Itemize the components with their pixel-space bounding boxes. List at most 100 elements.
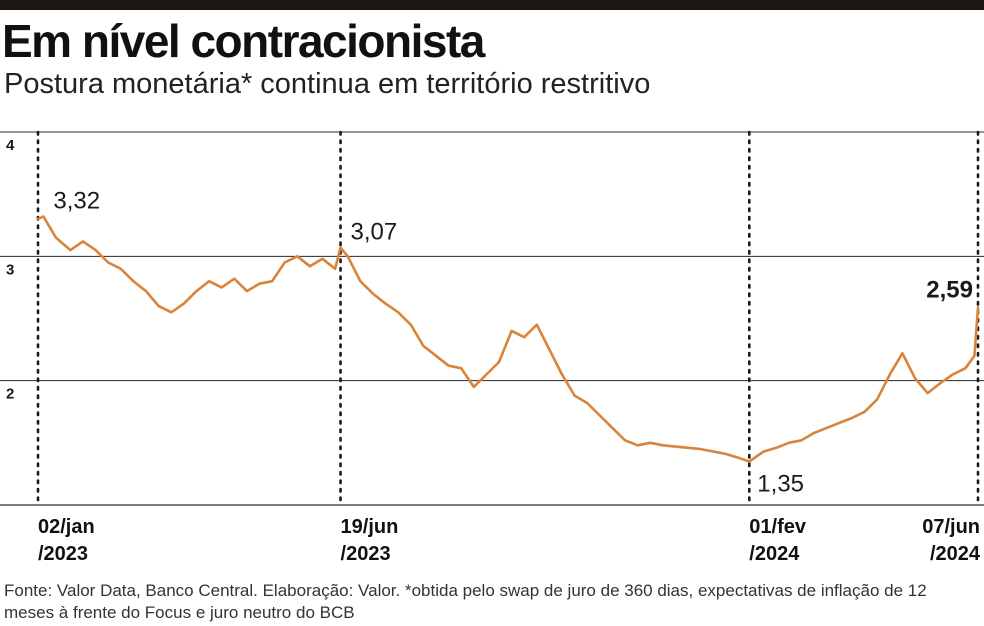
data-point bbox=[460, 367, 463, 370]
data-point bbox=[422, 344, 425, 347]
data-point bbox=[573, 394, 576, 397]
data-point bbox=[94, 249, 97, 252]
data-point bbox=[951, 373, 954, 376]
data-point bbox=[409, 323, 412, 326]
data-point bbox=[977, 306, 979, 309]
data-point bbox=[737, 456, 740, 459]
data-point bbox=[182, 302, 185, 305]
data-point bbox=[245, 290, 248, 293]
grid-layer: 4 3 2 bbox=[0, 131, 984, 506]
data-point bbox=[435, 354, 437, 357]
data-point bbox=[788, 441, 790, 444]
data-point bbox=[195, 290, 198, 293]
data-point bbox=[258, 282, 261, 285]
x-tick-label: /2023 bbox=[38, 543, 88, 565]
data-point bbox=[611, 427, 614, 429]
date-markers: 02/jan/2023 19/jun/2023 01/fev/2024 07/jun /… bbox=[36, 130, 981, 565]
data-point bbox=[309, 265, 311, 268]
data-point bbox=[119, 267, 122, 270]
x-tick-label: 01/fev bbox=[749, 516, 807, 538]
data-point bbox=[384, 302, 387, 305]
data-point bbox=[334, 267, 337, 270]
data-label: 2,59 bbox=[926, 276, 973, 303]
data-point bbox=[535, 323, 538, 326]
top-rule bbox=[0, 0, 984, 10]
data-point bbox=[132, 280, 135, 283]
data-point bbox=[107, 261, 110, 264]
data-point bbox=[775, 446, 778, 449]
data-point bbox=[901, 352, 904, 355]
data-point bbox=[283, 261, 286, 264]
data-point bbox=[661, 444, 664, 447]
data-point bbox=[876, 398, 879, 401]
data-point bbox=[800, 439, 803, 442]
x-tick-label: 07/jun bbox=[922, 516, 980, 538]
data-point bbox=[523, 336, 526, 339]
data-point bbox=[687, 446, 689, 449]
data-point bbox=[321, 257, 324, 260]
data-label: 3,07 bbox=[351, 219, 398, 246]
data-point bbox=[939, 382, 942, 385]
data-point bbox=[649, 441, 652, 444]
data-point bbox=[208, 280, 210, 283]
data-point bbox=[397, 311, 400, 314]
x-tick-label: 19/jun bbox=[341, 516, 399, 538]
data-point bbox=[346, 255, 349, 258]
x-tick-label: 02/jan bbox=[38, 516, 95, 538]
data-point bbox=[712, 450, 715, 453]
data-point bbox=[888, 373, 891, 376]
data-point bbox=[359, 280, 362, 283]
series-layer bbox=[36, 215, 980, 463]
data-point bbox=[851, 417, 853, 419]
data-point bbox=[69, 249, 72, 252]
data-point bbox=[561, 373, 563, 376]
data-point bbox=[339, 246, 342, 249]
data-point bbox=[42, 215, 45, 218]
data-point bbox=[914, 377, 916, 380]
x-tick-label: /2024 bbox=[749, 543, 800, 565]
data-point bbox=[170, 311, 173, 314]
source-footnote: Fonte: Valor Data, Banco Central. Elabor… bbox=[4, 581, 927, 622]
data-point bbox=[762, 450, 765, 453]
y-tick-label: 3 bbox=[6, 261, 14, 278]
data-point bbox=[964, 367, 967, 370]
data-point bbox=[82, 240, 84, 243]
data-point bbox=[220, 286, 223, 289]
data-point bbox=[748, 460, 751, 463]
data-point bbox=[598, 414, 601, 417]
data-point bbox=[510, 330, 513, 332]
data-point bbox=[55, 236, 57, 239]
data-point bbox=[699, 448, 702, 450]
line-chart: 4 3 2 02/jan/2023 19/jun/2023 01/fev/2024 07/… bbox=[0, 130, 984, 565]
data-point bbox=[624, 439, 626, 442]
data-point bbox=[296, 255, 299, 258]
data-label: 3,32 bbox=[53, 188, 100, 215]
data-point bbox=[498, 361, 500, 363]
data-point bbox=[973, 354, 976, 357]
x-tick-label: /2024 bbox=[930, 543, 981, 565]
data-point bbox=[863, 410, 866, 413]
chart-title: Em nível contracionista bbox=[2, 15, 485, 67]
data-point bbox=[485, 373, 488, 376]
y-tick-label: 4 bbox=[6, 137, 15, 154]
data-point bbox=[825, 427, 828, 429]
data-point bbox=[472, 385, 475, 388]
data-point bbox=[37, 218, 39, 220]
data-point bbox=[233, 277, 236, 280]
data-point bbox=[447, 364, 450, 367]
data-point bbox=[674, 445, 677, 448]
data-point bbox=[271, 280, 273, 283]
chart-subtitle: Postura monetária* continua em territóri… bbox=[4, 68, 651, 100]
data-point bbox=[372, 292, 374, 295]
data-point bbox=[145, 290, 147, 293]
data-point bbox=[724, 453, 727, 455]
data-point bbox=[157, 305, 160, 307]
data-point bbox=[548, 348, 551, 351]
series-line bbox=[36, 215, 980, 463]
data-point bbox=[586, 402, 589, 404]
data-point bbox=[838, 422, 841, 424]
data-point bbox=[926, 392, 929, 394]
data-point bbox=[813, 431, 816, 434]
labels-layer: 3,32 3,07 1,35 2,59 bbox=[53, 188, 973, 498]
x-tick-label: /2023 bbox=[341, 543, 391, 565]
